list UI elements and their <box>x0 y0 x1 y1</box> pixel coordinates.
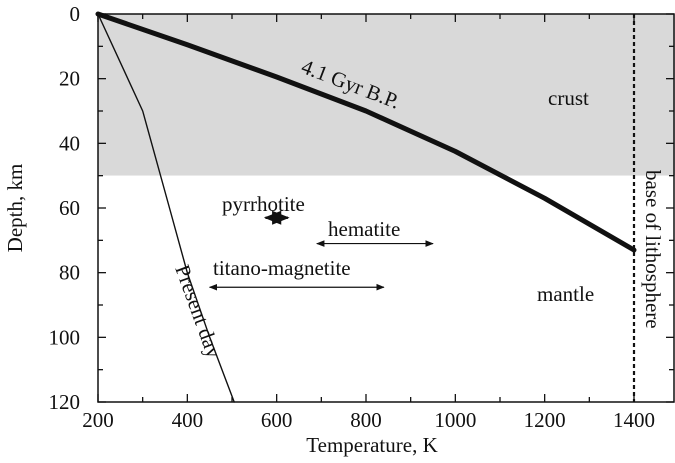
x-tick-label: 600 <box>261 408 293 432</box>
series-present-day-line <box>97 13 235 403</box>
region-crust <box>98 14 675 176</box>
y-tick-label: 40 <box>59 131 80 155</box>
y-tick-label: 0 <box>70 2 81 26</box>
region-label-mantle: mantle <box>537 282 594 306</box>
region-label-crust: crust <box>548 86 589 110</box>
y-tick-label: 120 <box>49 390 81 414</box>
range-label-pyrrhotite: pyrrhotite <box>222 192 305 216</box>
region-mantle <box>98 175 675 402</box>
y-tick-label: 20 <box>59 67 80 91</box>
y-axis-title: Depth, km <box>3 164 27 253</box>
range-label-titano-magnetite: titano-magnetite <box>213 256 351 280</box>
x-tick-label: 1400 <box>613 408 655 432</box>
base-of-lithosphere-label: base of lithosphere <box>641 170 665 329</box>
x-tick-label: 800 <box>350 408 382 432</box>
y-tick-label: 100 <box>49 325 81 349</box>
range-label-hematite: hematite <box>328 217 400 241</box>
x-tick-label: 1200 <box>524 408 566 432</box>
y-tick-label: 80 <box>59 261 80 285</box>
x-axis-title: Temperature, K <box>306 433 437 457</box>
x-tick-label: 200 <box>82 408 114 432</box>
x-tick-label: 400 <box>172 408 204 432</box>
x-tick-label: 1000 <box>434 408 476 432</box>
y-tick-label: 60 <box>59 196 80 220</box>
series-4-1-gyr-line <box>95 11 637 253</box>
